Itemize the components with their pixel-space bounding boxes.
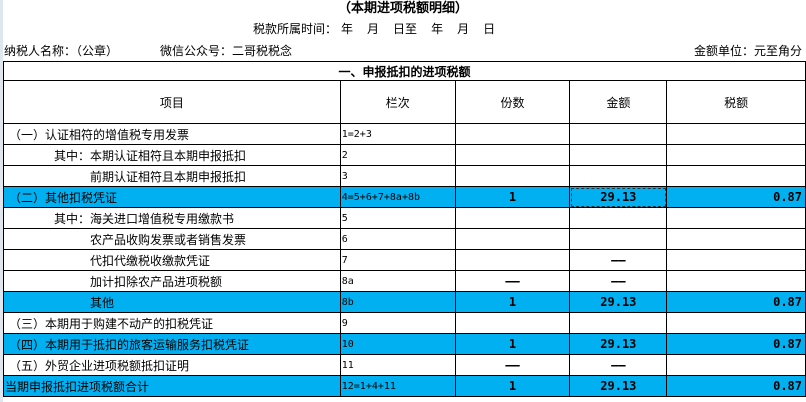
line-cell[interactable]: 7: [339, 249, 456, 271]
tax-cell[interactable]: [666, 165, 806, 187]
line-cell[interactable]: 3: [339, 165, 456, 187]
tax-cell[interactable]: [666, 249, 806, 271]
table-row: 加计扣除农产品进项税额 8a —— ——: [3, 270, 806, 292]
amount-cell[interactable]: 29.13: [569, 186, 668, 208]
table-row: 代扣代缴税收缴款凭证 7 ——: [3, 249, 806, 271]
item-cell[interactable]: （一）认证相符的增值税专用发票: [3, 123, 341, 145]
input-tax-table: 一、申报抵扣的进项税额 项目 栏次 份数 金额 税额 （一）认证相符的增值税专用…: [3, 61, 806, 397]
item-cell[interactable]: 加计扣除农产品进项税额: [3, 270, 341, 292]
section-header: 一、申报抵扣的进项税额: [3, 61, 806, 81]
amount-cell[interactable]: [569, 144, 668, 166]
table-row: 其中：本期认证相符且本期申报抵扣 2: [3, 144, 806, 166]
line-cell[interactable]: 6: [339, 228, 456, 250]
period-part: 日: [483, 22, 496, 36]
line-cell[interactable]: 8a: [339, 270, 456, 292]
tax-cell[interactable]: 0.87: [666, 333, 806, 355]
line-cell[interactable]: 10: [339, 333, 456, 355]
count-cell[interactable]: [454, 312, 571, 334]
count-cell[interactable]: 1: [454, 375, 571, 397]
spreadsheet-edge: [0, 0, 3, 402]
count-cell[interactable]: 1: [454, 333, 571, 355]
amount-unit: 金额单位：元至角分: [693, 44, 802, 58]
tax-cell[interactable]: [666, 207, 806, 229]
table-row: 其中：海关进口增值税专用缴款书 5: [3, 207, 806, 229]
count-cell[interactable]: [454, 165, 571, 187]
tax-cell[interactable]: 0.87: [666, 186, 806, 208]
item-cell[interactable]: （五）外贸企业进项税额抵扣证明: [3, 354, 341, 376]
tax-cell[interactable]: [666, 123, 806, 145]
count-cell[interactable]: [454, 249, 571, 271]
item-cell[interactable]: 代扣代缴税收缴款凭证: [3, 249, 341, 271]
tax-period: 税款所属时间：年月日至年月日: [253, 20, 509, 38]
count-cell[interactable]: [454, 207, 571, 229]
line-cell[interactable]: 1=2+3: [339, 123, 456, 145]
amount-cell[interactable]: 29.13: [569, 333, 668, 355]
table-row: 其他 8b 1 29.13 0.87: [3, 291, 806, 313]
amount-cell[interactable]: [569, 312, 668, 334]
amount-cell[interactable]: ——: [569, 270, 668, 292]
amount-cell[interactable]: 29.13: [569, 375, 668, 397]
line-cell[interactable]: 4=5+6+7+8a+8b: [339, 186, 456, 208]
count-cell[interactable]: [454, 123, 571, 145]
period-label: 税款所属时间：: [253, 22, 338, 36]
line-cell[interactable]: 12=1+4+11: [339, 375, 456, 397]
amount-cell[interactable]: [569, 207, 668, 229]
item-cell[interactable]: 其中：本期认证相符且本期申报抵扣: [3, 144, 341, 166]
count-cell[interactable]: 1: [454, 291, 571, 313]
count-cell[interactable]: [454, 144, 571, 166]
line-cell[interactable]: 8b: [339, 291, 456, 313]
taxpayer-name: 纳税人名称：（公章）: [4, 44, 119, 58]
count-cell[interactable]: ——: [454, 354, 571, 376]
period-part: 月: [367, 22, 380, 36]
tax-cell[interactable]: [666, 144, 806, 166]
table-row: （二）其他扣税凭证 4=5+6+7+8a+8b 1 29.13 0.87: [3, 186, 806, 208]
item-cell[interactable]: （三）本期用于购建不动产的扣税凭证: [3, 312, 341, 334]
amount-cell[interactable]: [569, 228, 668, 250]
amount-cell[interactable]: [569, 165, 668, 187]
tax-cell[interactable]: 0.87: [666, 375, 806, 397]
table-row: （三）本期用于购建不动产的扣税凭证 9: [3, 312, 806, 334]
header-item: 项目: [3, 80, 341, 124]
line-cell[interactable]: 11: [339, 354, 456, 376]
amount-cell[interactable]: ——: [569, 354, 668, 376]
tax-cell[interactable]: [666, 312, 806, 334]
tax-cell[interactable]: [666, 354, 806, 376]
item-cell[interactable]: 当期申报抵扣进项税额合计: [3, 375, 341, 397]
header-tax: 税额: [666, 80, 806, 124]
item-cell[interactable]: 其他: [3, 291, 341, 313]
amount-cell[interactable]: 29.13: [569, 291, 668, 313]
tax-cell[interactable]: [666, 270, 806, 292]
tax-cell[interactable]: [666, 228, 806, 250]
table-row: 当期申报抵扣进项税额合计 12=1+4+11 1 29.13 0.87: [3, 375, 806, 397]
period-part: 月: [457, 22, 470, 36]
wechat-account: 微信公众号：二哥税税念: [160, 44, 293, 58]
item-cell[interactable]: 前期认证相符且本期申报抵扣: [3, 165, 341, 187]
line-cell[interactable]: 2: [339, 144, 456, 166]
page-title: （本期进项税额明细）: [337, 1, 468, 16]
header-line: 栏次: [339, 80, 456, 124]
header-count: 份数: [454, 80, 571, 124]
amount-cell[interactable]: ——: [569, 249, 668, 271]
table-row: 农产品收购发票或者销售发票 6: [3, 228, 806, 250]
period-part: 年: [431, 22, 444, 36]
header-amount: 金额: [569, 80, 668, 124]
item-cell[interactable]: 农产品收购发票或者销售发票: [3, 228, 341, 250]
table-row: 前期认证相符且本期申报抵扣 3: [3, 165, 806, 187]
line-cell[interactable]: 9: [339, 312, 456, 334]
count-cell[interactable]: ——: [454, 270, 571, 292]
item-cell[interactable]: （四）本期用于抵扣的旅客运输服务扣税凭证: [3, 333, 341, 355]
count-cell[interactable]: [454, 228, 571, 250]
item-cell[interactable]: 其中：海关进口增值税专用缴款书: [3, 207, 341, 229]
period-part: 日至: [393, 22, 418, 36]
item-cell[interactable]: （二）其他扣税凭证: [3, 186, 341, 208]
amount-cell[interactable]: [569, 123, 668, 145]
period-part: 年: [341, 22, 354, 36]
count-cell[interactable]: 1: [454, 186, 571, 208]
table-row: （一）认证相符的增值税专用发票 1=2+3: [3, 123, 806, 145]
table-row: （五）外贸企业进项税额抵扣证明 11 —— ——: [3, 354, 806, 376]
line-cell[interactable]: 5: [339, 207, 456, 229]
table-row: （四）本期用于抵扣的旅客运输服务扣税凭证 10 1 29.13 0.87: [3, 333, 806, 355]
tax-cell[interactable]: 0.87: [666, 291, 806, 313]
